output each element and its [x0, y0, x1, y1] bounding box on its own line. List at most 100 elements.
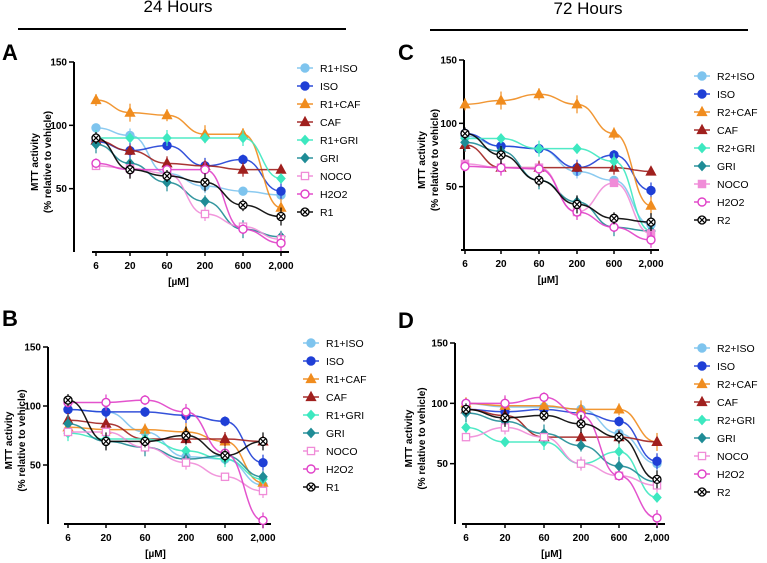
panel-b-legend-marker-r1-gri: [306, 409, 316, 421]
panel-c-series-gri-curve: [464, 141, 652, 232]
panel-b-x-tick-label-4: 600: [217, 533, 234, 544]
panel-c-series-noco-curve: [464, 163, 652, 235]
panel-b-legend-r1: R1: [303, 482, 340, 494]
panel-a-series-r1-iso: [91, 123, 286, 202]
panel-a-x-tick-label-3: 200: [197, 261, 214, 272]
panel-d-legend-marker-r2: [697, 487, 707, 497]
panel-c-y-axis-label-line1: MTT activity: [417, 131, 428, 189]
panel-c-legend-marker-caf: [696, 123, 708, 135]
panel-c-legend-noco: NOCO: [694, 179, 749, 191]
panel-label-d: D: [398, 308, 414, 333]
panel-b-legend-label-gri: GRI: [326, 428, 345, 440]
panel-a-x-tick-label-1: 20: [124, 261, 136, 272]
panel-c-legend-r2: R2: [694, 215, 731, 227]
panel-a-legend-marker-iso: [300, 81, 310, 91]
panel-a-legend-marker-noco: [300, 171, 310, 181]
panel-b-x-tick-label-5: 2,000: [250, 533, 275, 544]
panel-c-series-r2-point-3: [572, 199, 582, 210]
panel-d-series-noco-point-3: [576, 459, 586, 468]
panel-b-legend-marker-r1-iso: [306, 338, 316, 348]
panel-a-y-axis-label-line2: (% relative to vehicle): [43, 111, 54, 213]
panel-a-legend-marker-caf: [299, 115, 311, 127]
panel-b-series-noco-point-5: [258, 486, 268, 496]
panel-b-legend-h2o2: H2O2: [303, 464, 354, 476]
panel-d-legend-marker-noco: [697, 451, 707, 461]
panel-d-series-noco-point-2: [539, 432, 549, 442]
panel-c-legend-marker-noco: [697, 179, 707, 189]
panel-a-series-r1-gri-point-5: [276, 173, 286, 184]
panel-b-legend-label-caf: CAF: [326, 392, 347, 404]
panel-b-y-axis-label-line1: MTT activity: [4, 411, 15, 469]
panel-a-series-r1-point-2: [162, 171, 172, 181]
panel-d-y-axis-label-line1: MTT activity: [404, 409, 415, 467]
panel-b-legend-label-noco: NOCO: [326, 446, 358, 458]
panel-d-series-r2-caf-point-4: [613, 403, 625, 414]
panel-c-legend-label-noco: NOCO: [717, 179, 749, 191]
panel-a-x-axis-label: [µM]: [168, 277, 189, 288]
panel-c-x-tick-label-3: 200: [569, 259, 586, 270]
panel-d-series-r2-gri-point-4: [614, 446, 624, 458]
panel-a-legend-label-noco: NOCO: [320, 171, 352, 183]
panel-b-series-r1-point-3: [181, 430, 191, 441]
panel-b-series-noco: [63, 424, 268, 498]
panel-c-legend-marker-h2o2: [697, 197, 707, 207]
panel-c-series-r2-point-5: [646, 217, 656, 227]
panel-c-legend-marker-r2: [697, 215, 707, 225]
panel-a-legend-label-r1-gri: R1+GRI: [320, 135, 358, 147]
panel-b-series-h2o2-curve: [68, 399, 264, 522]
panel-d-legend-label-iso: ISO: [717, 361, 735, 373]
panel-d-series-h2o2-curve: [466, 396, 658, 519]
panel-c-series-r2-caf-point-4: [608, 127, 620, 138]
panel-c-series-h2o2-point-5: [646, 235, 656, 245]
panel-b-legend-label-r1-caf: R1+CAF: [326, 374, 367, 386]
panel-d-series-caf-point-5: [651, 435, 663, 447]
panel-d-y-tick-label-1: 100: [431, 399, 448, 410]
panel-d-series-noco: [461, 420, 662, 493]
panel-c-x-tick-label-1: 20: [495, 259, 507, 270]
panel-b-series-h2o2: [63, 394, 268, 529]
panel-a-x-tick-label-4: 600: [235, 261, 252, 272]
panel-c-y-tick-label-2: 150: [440, 56, 457, 67]
panel-c-x-axis-label: [µM]: [538, 275, 559, 286]
panel-d-series-r2: [461, 403, 662, 489]
panel-b-legend-marker-h2o2: [306, 464, 316, 474]
panel-d-legend-marker-caf: [696, 395, 708, 407]
panel-d-legend-label-gri: GRI: [717, 433, 736, 445]
panel-a-legend-label-r1-caf: R1+CAF: [320, 99, 361, 111]
panel-b-series-gri-point-5: [258, 471, 268, 483]
panel-c-series-r2-gri-point-4: [609, 155, 619, 167]
panel-d-series-r2-point-2: [539, 410, 549, 421]
panel-a-series-r1-point-0: [91, 133, 101, 143]
panel-a-series-r1-iso-point-4: [238, 186, 248, 196]
panel-b-series-r1-point-4: [220, 450, 230, 461]
panel-b-series-noco-point-3: [181, 458, 191, 467]
panel-c-legend-label-r2-caf: R2+CAF: [717, 107, 758, 119]
panel-d-legend-noco: NOCO: [694, 451, 749, 463]
panel-d-series-h2o2-point-5: [652, 513, 662, 523]
panel-a-legend-h2o2: H2O2: [297, 189, 348, 201]
panel-b-legend-iso: ISO: [303, 356, 344, 368]
panel-c-legend-marker-r2-gri: [697, 142, 707, 154]
panel-a-series-noco-curve: [95, 165, 282, 241]
panel-b-x-tick-label-1: 20: [100, 533, 112, 544]
panel-c-y-axis-label-line2: (% relative to vehicle): [430, 109, 441, 211]
header-72-hours: 72 Hours: [553, 0, 623, 18]
panel-c-series-gri-point-0: [460, 136, 470, 148]
panel-b-legend-noco: NOCO: [303, 446, 358, 458]
panel-d-y-tick-label-2: 150: [431, 339, 448, 350]
panel-a-series-r1: [91, 132, 286, 226]
panel-a-series-iso-curve: [95, 141, 282, 192]
panel-a-y-axis-label-line1: MTT activity: [30, 133, 41, 191]
panel-a-y-tick-label-2: 150: [50, 58, 67, 69]
panel-a-series-r1-point-4: [238, 200, 248, 210]
panel-c-series-r2-caf-point-5: [645, 199, 657, 210]
panel-d-legend-marker-r2-gri: [697, 414, 707, 426]
panel-d-legend-r2: R2: [694, 487, 731, 499]
panel-a-legend-gri: GRI: [297, 152, 339, 165]
panel-c-legend-label-h2o2: H2O2: [717, 197, 745, 209]
panel-a-x-tick-label-5: 2,000: [268, 261, 293, 272]
panel-d-series-iso-point-4: [614, 416, 624, 427]
panel-a-series-noco: [91, 161, 286, 247]
panel-a-series-caf-point-1: [124, 144, 136, 155]
panel-b-x-tick-label-2: 60: [139, 533, 151, 544]
